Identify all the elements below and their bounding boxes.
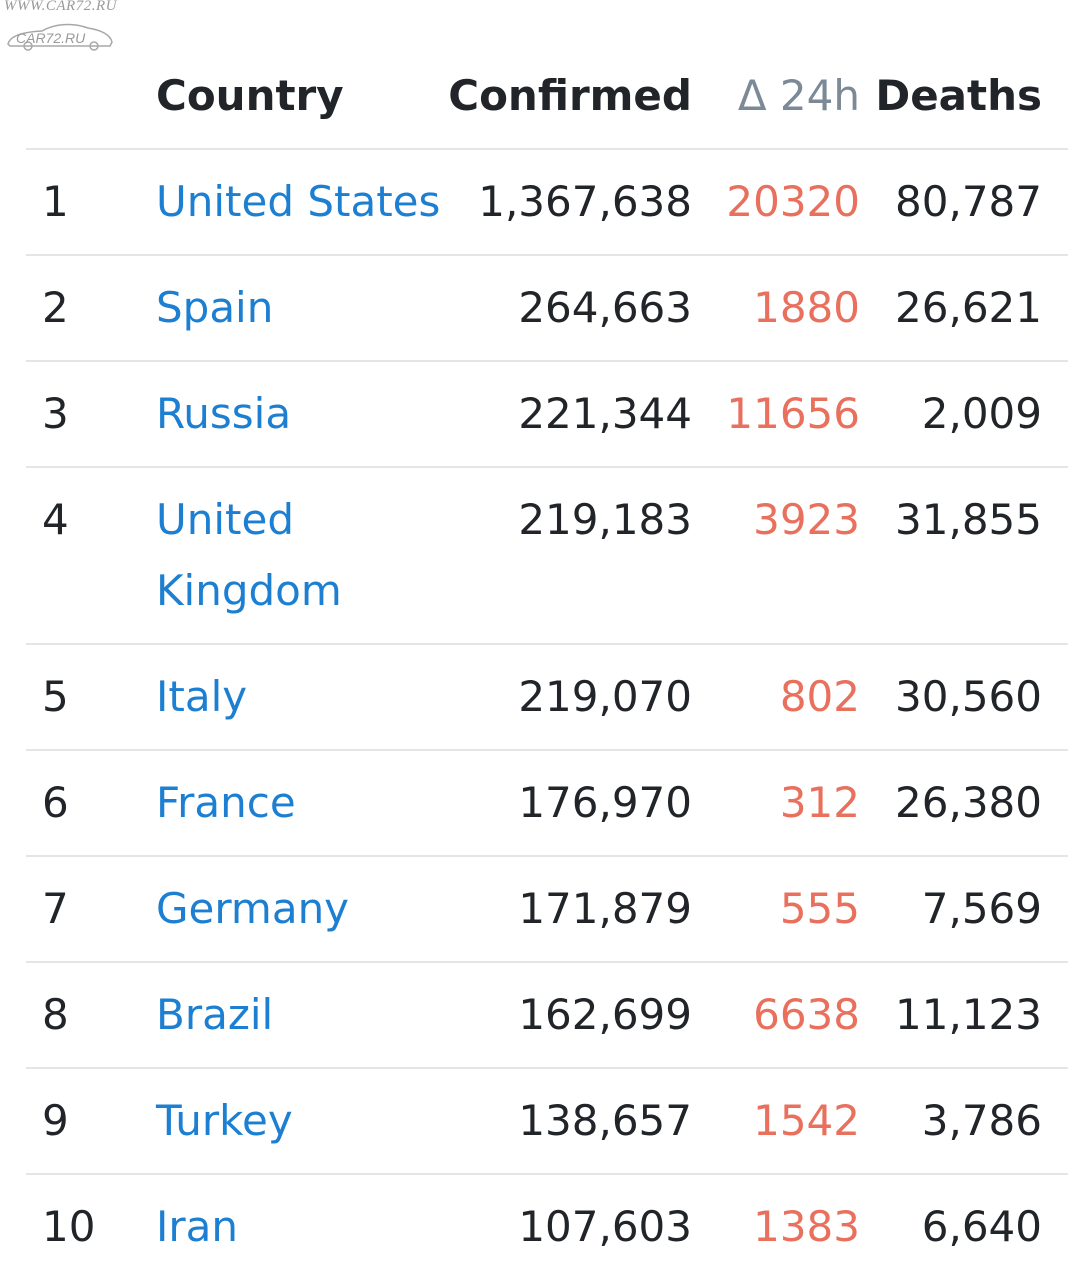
row-delta: 555 — [779, 884, 860, 933]
row-rank: 1 — [42, 177, 69, 226]
row-deaths: 30,560 — [895, 672, 1042, 721]
row-deaths: 80,787 — [895, 177, 1042, 226]
row-deaths: 2,009 — [921, 389, 1042, 438]
table-row: 5 Italy 219,070 802 30,560 — [26, 645, 1068, 751]
row-rank: 9 — [42, 1096, 69, 1145]
table-row: 6 France 176,970 312 26,380 — [26, 751, 1068, 857]
car-logo-icon — [7, 23, 113, 51]
watermark-url: WWW.CAR72.RU — [4, 0, 117, 14]
table-row: 10 Iran 107,603 1383 6,640 — [26, 1175, 1068, 1279]
country-link[interactable]: Italy — [156, 672, 248, 721]
header-country[interactable]: Country — [156, 71, 344, 120]
row-delta: 11656 — [726, 389, 860, 438]
country-link[interactable]: Russia — [156, 389, 292, 438]
row-deaths: 3,786 — [921, 1096, 1042, 1145]
row-rank: 6 — [42, 778, 69, 827]
row-confirmed: 1,367,638 — [478, 177, 692, 226]
row-confirmed: 171,879 — [518, 884, 692, 933]
header-confirmed[interactable]: Confirmed — [448, 71, 692, 120]
row-rank: 5 — [42, 672, 69, 721]
row-delta: 20320 — [726, 177, 860, 226]
table-row: 9 Turkey 138,657 1542 3,786 — [26, 1069, 1068, 1175]
row-confirmed: 219,070 — [518, 672, 692, 721]
row-deaths: 26,380 — [895, 778, 1042, 827]
header-delta-24h[interactable]: Δ 24h — [737, 71, 860, 120]
row-confirmed: 138,657 — [518, 1096, 692, 1145]
row-delta: 1383 — [753, 1202, 860, 1251]
row-confirmed: 219,183 — [518, 495, 692, 544]
row-rank: 2 — [42, 283, 69, 332]
row-delta: 3923 — [753, 495, 860, 544]
row-confirmed: 176,970 — [518, 778, 692, 827]
row-confirmed: 221,344 — [518, 389, 692, 438]
table-row: 8 Brazil 162,699 6638 11,123 — [26, 963, 1068, 1069]
country-link[interactable]: Spain — [156, 283, 274, 332]
header-deaths[interactable]: Deaths — [875, 71, 1042, 120]
row-rank: 3 — [42, 389, 69, 438]
country-link[interactable]: Brazil — [156, 990, 274, 1039]
country-link[interactable]: United States — [156, 177, 441, 226]
row-deaths: 31,855 — [895, 495, 1042, 544]
row-delta: 312 — [779, 778, 860, 827]
country-link[interactable]: France — [156, 778, 296, 827]
row-delta: 1542 — [753, 1096, 860, 1145]
table-row: 3 Russia 221,344 11656 2,009 — [26, 362, 1068, 468]
row-confirmed: 264,663 — [518, 283, 692, 332]
table-row: 2 Spain 264,663 1880 26,621 — [26, 256, 1068, 362]
table-row: 1 United States 1,367,638 20320 80,787 — [26, 150, 1068, 256]
table-row: 7 Germany 171,879 555 7,569 — [26, 857, 1068, 963]
row-deaths: 7,569 — [921, 884, 1042, 933]
row-rank: 7 — [42, 884, 69, 933]
row-confirmed: 162,699 — [518, 990, 692, 1039]
table-header-row: Country Confirmed Δ 24h Deaths — [26, 46, 1068, 150]
country-link[interactable]: Turkey — [156, 1096, 293, 1145]
row-delta: 802 — [779, 672, 860, 721]
row-deaths: 11,123 — [895, 990, 1042, 1039]
watermark-brand: CAR72.RU — [16, 30, 86, 46]
row-delta: 6638 — [753, 990, 860, 1039]
table-row: 4 United Kingdom 219,183 3923 31,855 — [26, 468, 1068, 645]
watermark: WWW.CAR72.RU CAR72.RU — [2, 0, 132, 56]
country-link[interactable]: Iran — [156, 1202, 239, 1251]
row-deaths: 6,640 — [921, 1202, 1042, 1251]
row-delta: 1880 — [753, 283, 860, 332]
row-rank: 10 — [42, 1202, 96, 1251]
row-deaths: 26,621 — [895, 283, 1042, 332]
row-rank: 8 — [42, 990, 69, 1039]
country-link[interactable]: Germany — [156, 884, 350, 933]
row-confirmed: 107,603 — [518, 1202, 692, 1251]
row-rank: 4 — [42, 495, 69, 544]
country-link[interactable]: United Kingdom — [156, 495, 342, 615]
covid-stats-table: Country Confirmed Δ 24h Deaths 1 United … — [26, 46, 1068, 1279]
